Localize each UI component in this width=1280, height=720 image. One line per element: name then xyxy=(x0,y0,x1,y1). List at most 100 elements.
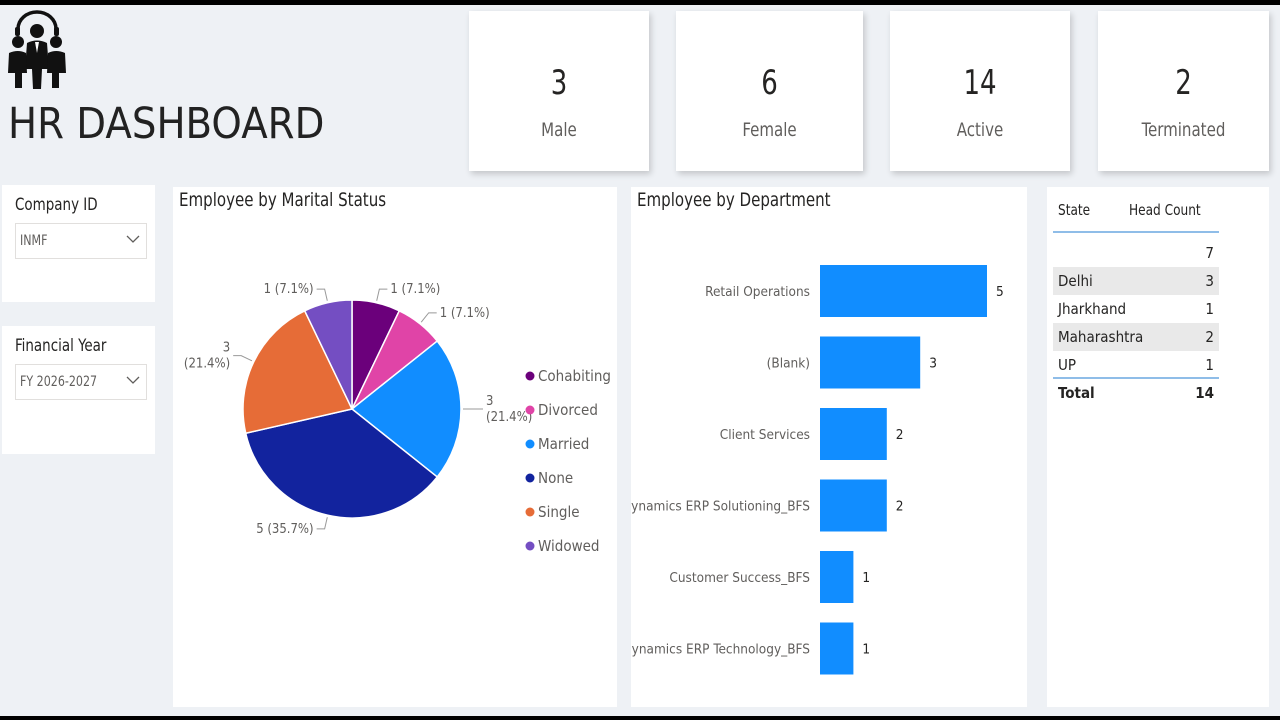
legend-marker xyxy=(525,473,535,483)
department-visual[interactable]: Employee by Department Retail Operations… xyxy=(631,187,1027,707)
marital-status-visual[interactable]: Employee by Marital Status 1 (7.1%) 1 (7.… xyxy=(173,187,617,707)
pie-data-label: 3 (21.4%) xyxy=(184,341,230,372)
report-canvas: HR DASHBOARD 3 Male 6 Female 14 Active 2… xyxy=(0,5,1280,716)
table-row[interactable]: UP 1 xyxy=(1053,351,1219,379)
state-headcount-table[interactable]: State Head Count 7 Delhi 3 Jharkhand 1 M… xyxy=(1047,187,1269,707)
cell-state: UP xyxy=(1058,356,1077,374)
table-row[interactable]: Delhi 3 xyxy=(1053,267,1219,295)
bar[interactable] xyxy=(820,408,887,460)
kpi-card-active[interactable]: 14 Active xyxy=(890,11,1070,171)
cell-count: 2 xyxy=(1205,328,1214,346)
pie-leader-line xyxy=(233,355,253,362)
bar[interactable] xyxy=(820,336,921,389)
kpi-value: 2 xyxy=(1175,63,1192,103)
pie-data-label: 5 (35.7%) xyxy=(256,522,313,537)
company-id-dropdown[interactable]: INMF xyxy=(15,223,147,259)
kpi-label: Male xyxy=(541,119,577,141)
bar-data-label: 3 xyxy=(929,356,937,372)
dropdown-value: INMF xyxy=(20,233,48,249)
slicer-title: Financial Year xyxy=(15,336,107,356)
kpi-label: Active xyxy=(956,119,1004,141)
cell-count: 1 xyxy=(1205,300,1214,318)
table-row[interactable]: Jharkhand 1 xyxy=(1053,295,1219,323)
kpi-label: Terminated xyxy=(1141,119,1226,141)
pie-slice-none[interactable] xyxy=(244,408,439,519)
bar-category-label: Retail Operations xyxy=(705,284,810,300)
legend-label: Widowed xyxy=(538,537,600,555)
pie-leader-line xyxy=(376,288,388,301)
visual-title: Employee by Department xyxy=(637,189,831,211)
kpi-value: 14 xyxy=(963,63,997,103)
bar[interactable] xyxy=(820,622,854,675)
bar-data-label: 5 xyxy=(996,284,1004,300)
kpi-label: Female xyxy=(742,119,797,141)
kpi-value: 3 xyxy=(550,63,568,103)
bar-category-label: (Blank) xyxy=(767,356,810,372)
chevron-down-icon xyxy=(126,235,140,243)
cell-count: 7 xyxy=(1205,244,1214,262)
pie-leader-line xyxy=(420,312,437,323)
pie-slice-widowed[interactable] xyxy=(303,299,353,410)
bar-category-label: Dynamics ERP Technology_BFS xyxy=(631,642,810,658)
slicer-title: Company ID xyxy=(15,195,98,215)
cell-count: 1 xyxy=(1205,356,1214,374)
legend-label: Divorced xyxy=(538,401,598,419)
bar-data-label: 1 xyxy=(862,642,870,658)
legend-label: Married xyxy=(538,435,589,453)
legend-marker xyxy=(525,541,535,551)
bar-category-label: Client Services xyxy=(720,427,810,443)
pie-data-label: 1 (7.1%) xyxy=(390,282,440,297)
company-id-slicer: Company ID INMF xyxy=(2,185,155,302)
department-bar-chart: Retail Operations 5 (Blank) 3 Client Service… xyxy=(631,265,1004,675)
legend-item-widowed[interactable]: Widowed xyxy=(525,537,600,555)
financial-year-slicer: Financial Year FY 2026-2027 xyxy=(2,326,155,454)
kpi-card-female[interactable]: 6 Female xyxy=(676,11,863,171)
bar-data-label: 2 xyxy=(896,499,904,515)
marital-status-pie-chart: 1 (7.1%)1 (7.1%)3 (21.4%)5 (35.7%)3 (21.4%… xyxy=(184,282,612,555)
bar[interactable] xyxy=(820,551,854,603)
kpi-card-terminated[interactable]: 2 Terminated xyxy=(1098,11,1269,171)
pie-data-label: 1 (7.1%) xyxy=(440,306,490,321)
pie-data-label: 1 (7.1%) xyxy=(264,282,314,297)
page-title: HR DASHBOARD xyxy=(8,99,325,149)
bar-category-label: Customer Success_BFS xyxy=(669,570,810,586)
dropdown-value: FY 2026-2027 xyxy=(20,374,98,390)
people-group-icon xyxy=(8,10,66,89)
legend-marker xyxy=(525,439,535,449)
kpi-card-male[interactable]: 3 Male xyxy=(469,11,649,171)
legend-item-married[interactable]: Married xyxy=(525,435,590,453)
bar-data-label: 2 xyxy=(896,427,904,443)
legend-label: Cohabiting xyxy=(538,367,611,385)
bar-data-label: 1 xyxy=(862,570,870,586)
pie-data-label: 3 (21.4%) xyxy=(486,394,532,425)
pie-leader-line xyxy=(316,517,328,530)
bar[interactable] xyxy=(820,265,987,317)
legend-item-cohabiting[interactable]: Cohabiting xyxy=(525,367,612,385)
pie-slice-married[interactable] xyxy=(350,339,462,479)
legend-marker xyxy=(525,405,535,415)
column-header-state[interactable]: State xyxy=(1058,201,1091,219)
pie-leader-line xyxy=(316,288,328,301)
chevron-down-icon xyxy=(126,376,140,384)
bar-category-label: Dynamics ERP Solutioning_BFS xyxy=(631,499,810,515)
total-divider xyxy=(1053,377,1219,379)
legend-label: None xyxy=(538,469,573,487)
table-row[interactable]: Maharashtra 2 xyxy=(1053,323,1219,351)
header-divider xyxy=(1053,231,1219,233)
legend-item-none[interactable]: None xyxy=(525,469,574,487)
total-value: 14 xyxy=(1195,384,1214,402)
table-total-row: Total 14 xyxy=(1053,379,1219,407)
legend-item-divorced[interactable]: Divorced xyxy=(525,401,598,419)
legend-label: Single xyxy=(538,503,580,521)
column-header-head-count[interactable]: Head Count xyxy=(1129,201,1202,219)
cell-count: 3 xyxy=(1205,272,1214,290)
cell-state: Jharkhand xyxy=(1058,300,1127,318)
pie-slice-single[interactable] xyxy=(242,309,354,435)
table-row[interactable]: 7 xyxy=(1053,239,1219,267)
bar[interactable] xyxy=(820,479,887,532)
legend-marker xyxy=(525,371,535,381)
legend-item-single[interactable]: Single xyxy=(525,503,580,521)
financial-year-dropdown[interactable]: FY 2026-2027 xyxy=(15,364,147,400)
cell-state: Delhi xyxy=(1058,272,1093,290)
cell-state: Maharashtra xyxy=(1058,328,1144,346)
